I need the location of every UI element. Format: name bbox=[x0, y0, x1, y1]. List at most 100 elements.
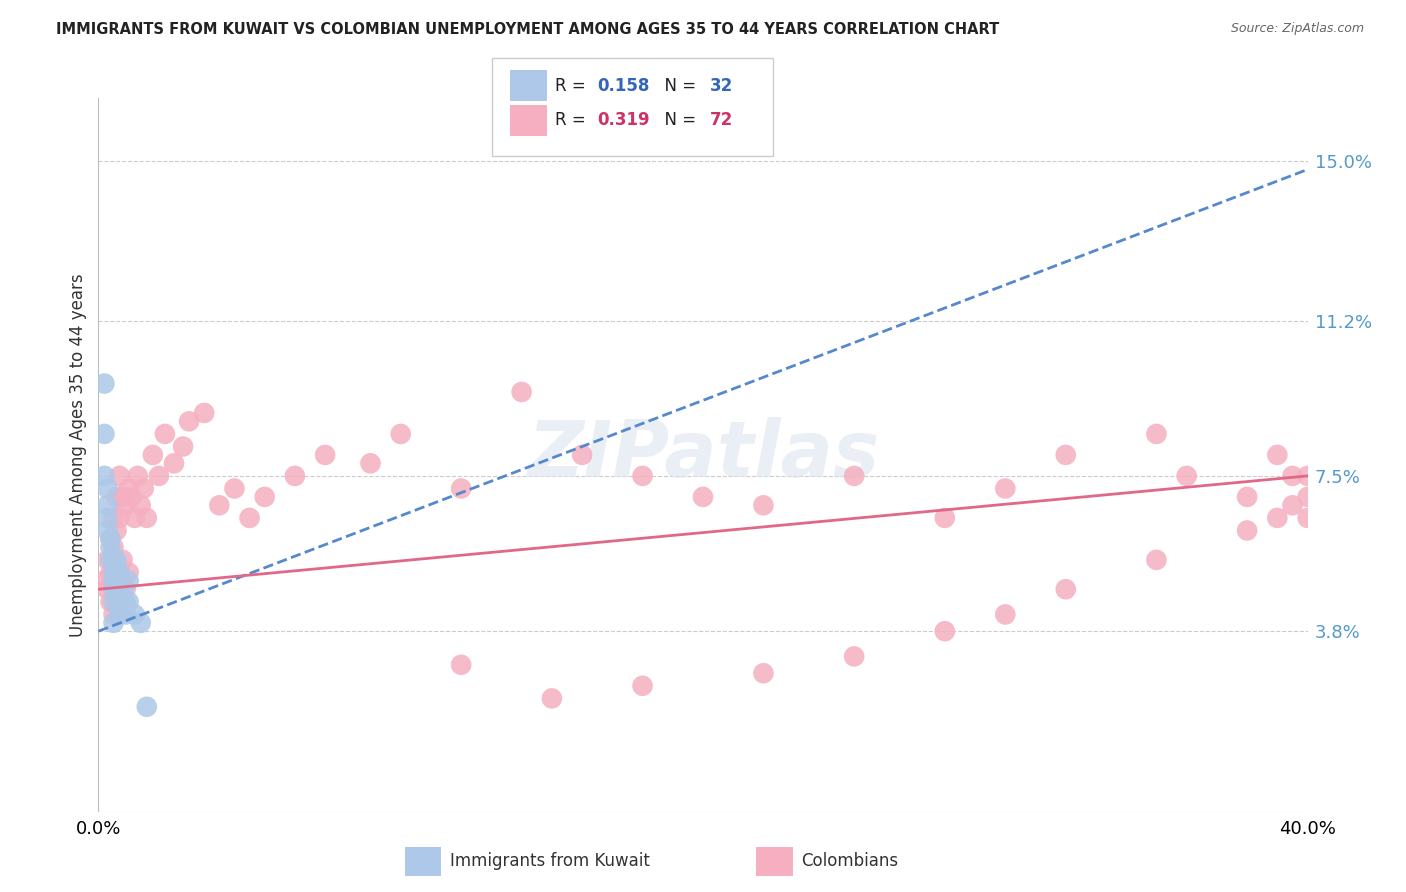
Point bbox=[114, 607, 136, 622]
Point bbox=[1296, 490, 1319, 504]
Point bbox=[540, 691, 562, 706]
Point bbox=[934, 624, 956, 639]
Point bbox=[314, 448, 336, 462]
Point bbox=[108, 511, 131, 525]
Point bbox=[96, 582, 118, 597]
Point bbox=[450, 482, 472, 496]
Text: N =: N = bbox=[654, 77, 702, 95]
Point bbox=[631, 679, 654, 693]
Point bbox=[179, 414, 201, 428]
Point bbox=[108, 607, 131, 622]
Point bbox=[118, 566, 141, 580]
Point bbox=[108, 574, 131, 588]
Point bbox=[1267, 448, 1289, 462]
Point bbox=[571, 448, 593, 462]
Point bbox=[193, 406, 215, 420]
Point bbox=[93, 376, 115, 391]
Point bbox=[163, 456, 186, 470]
Point bbox=[114, 595, 136, 609]
Point bbox=[103, 553, 125, 567]
Point bbox=[118, 482, 141, 496]
Point bbox=[389, 426, 412, 441]
Point bbox=[108, 607, 131, 622]
Point bbox=[96, 511, 118, 525]
Point bbox=[105, 566, 128, 580]
Point bbox=[100, 595, 122, 609]
Point bbox=[994, 482, 1017, 496]
Text: R =: R = bbox=[555, 112, 592, 129]
Text: 0.158: 0.158 bbox=[598, 77, 650, 95]
Point bbox=[103, 511, 125, 525]
Point bbox=[1236, 524, 1258, 538]
Text: 0.319: 0.319 bbox=[598, 112, 650, 129]
Point bbox=[994, 607, 1017, 622]
Point bbox=[114, 582, 136, 597]
Point bbox=[96, 553, 118, 567]
Point bbox=[118, 595, 141, 609]
Point bbox=[1267, 511, 1289, 525]
Text: N =: N = bbox=[654, 112, 702, 129]
Point bbox=[127, 469, 149, 483]
Point bbox=[153, 426, 176, 441]
Point bbox=[934, 511, 956, 525]
Point bbox=[752, 498, 775, 512]
Text: Colombians: Colombians bbox=[801, 852, 898, 870]
Point bbox=[1144, 553, 1167, 567]
Point bbox=[1054, 448, 1077, 462]
Point bbox=[105, 524, 128, 538]
Point bbox=[129, 498, 152, 512]
Point bbox=[360, 456, 382, 470]
Point bbox=[114, 498, 136, 512]
Point bbox=[105, 595, 128, 609]
Point bbox=[111, 553, 134, 567]
Point bbox=[96, 498, 118, 512]
Point bbox=[103, 607, 125, 622]
Point bbox=[124, 607, 146, 622]
Point bbox=[108, 595, 131, 609]
Point bbox=[103, 574, 125, 588]
Y-axis label: Unemployment Among Ages 35 to 44 years: Unemployment Among Ages 35 to 44 years bbox=[69, 273, 87, 637]
Point bbox=[239, 511, 262, 525]
Point bbox=[135, 511, 157, 525]
Point bbox=[1175, 469, 1198, 483]
Point bbox=[1296, 469, 1319, 483]
Text: Immigrants from Kuwait: Immigrants from Kuwait bbox=[450, 852, 650, 870]
Point bbox=[844, 469, 866, 483]
Point bbox=[253, 490, 276, 504]
Text: Source: ZipAtlas.com: Source: ZipAtlas.com bbox=[1230, 22, 1364, 36]
Point bbox=[111, 582, 134, 597]
Point bbox=[103, 615, 125, 630]
Point bbox=[100, 566, 122, 580]
Point bbox=[111, 490, 134, 504]
Point bbox=[631, 469, 654, 483]
Point bbox=[93, 426, 115, 441]
Point bbox=[108, 469, 131, 483]
Point bbox=[103, 582, 125, 597]
Point bbox=[121, 490, 143, 504]
Point bbox=[100, 553, 122, 567]
Point bbox=[96, 482, 118, 496]
Point bbox=[1144, 426, 1167, 441]
Point bbox=[103, 595, 125, 609]
Point bbox=[96, 524, 118, 538]
Text: 72: 72 bbox=[710, 112, 734, 129]
Point bbox=[103, 566, 125, 580]
Point bbox=[105, 582, 128, 597]
Point bbox=[100, 532, 122, 546]
Point bbox=[1296, 511, 1319, 525]
Point bbox=[208, 498, 231, 512]
Text: R =: R = bbox=[555, 77, 592, 95]
Point bbox=[1236, 490, 1258, 504]
Point bbox=[135, 699, 157, 714]
Point bbox=[93, 574, 115, 588]
Point bbox=[105, 490, 128, 504]
Text: ZIPatlas: ZIPatlas bbox=[527, 417, 879, 493]
Point bbox=[844, 649, 866, 664]
Point bbox=[142, 448, 165, 462]
Point bbox=[129, 615, 152, 630]
Point bbox=[224, 482, 246, 496]
Point bbox=[450, 657, 472, 672]
Point bbox=[752, 666, 775, 681]
Point bbox=[118, 574, 141, 588]
Point bbox=[100, 532, 122, 546]
